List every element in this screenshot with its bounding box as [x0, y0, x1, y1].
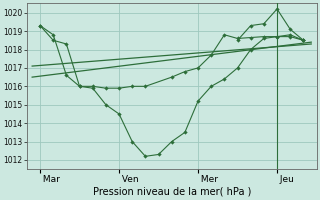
X-axis label: Pression niveau de la mer( hPa ): Pression niveau de la mer( hPa ): [92, 187, 251, 197]
